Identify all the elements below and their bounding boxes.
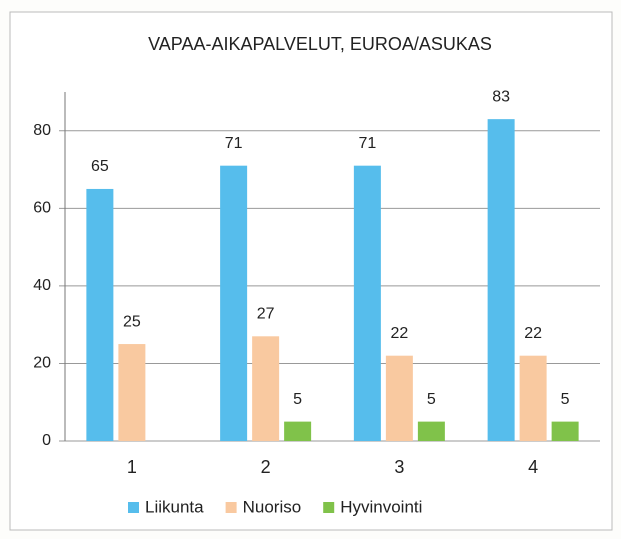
bar [519,355,547,441]
y-tick-label: 0 [42,432,51,449]
data-label: 83 [492,88,510,105]
data-label: 22 [524,325,542,342]
bar [417,421,445,441]
x-tick-label: 3 [394,457,404,477]
chart-title: VAPAA-AIKAPALVELUT, EUROA/ASUKAS [148,34,492,54]
legend-label: Nuoriso [243,497,302,516]
bar [487,119,515,442]
bar [284,421,312,441]
data-label: 25 [123,313,141,330]
y-tick-label: 20 [33,355,51,372]
y-tick-label: 60 [33,200,51,217]
x-tick-label: 2 [261,457,271,477]
bar [252,336,280,441]
data-label: 65 [91,158,109,175]
legend-label: Hyvinvointi [340,497,422,516]
y-tick-label: 40 [33,277,51,294]
data-label: 71 [225,135,243,152]
data-label: 71 [358,135,376,152]
legend-swatch [128,502,139,513]
bar [86,188,114,441]
x-tick-label: 1 [127,457,137,477]
bar [551,421,579,441]
x-tick-label: 4 [528,457,538,477]
bar [385,355,413,441]
legend-swatch [225,502,237,513]
data-label: 5 [427,391,436,408]
data-label: 5 [293,391,302,408]
bar [220,165,248,441]
legend-label: Liikunta [145,497,204,516]
data-label: 5 [561,391,570,408]
data-label: 22 [390,325,408,342]
data-label: 27 [257,306,275,323]
y-tick-label: 80 [33,122,51,139]
legend-swatch [323,502,335,513]
bar [118,344,146,441]
bar [353,165,381,441]
